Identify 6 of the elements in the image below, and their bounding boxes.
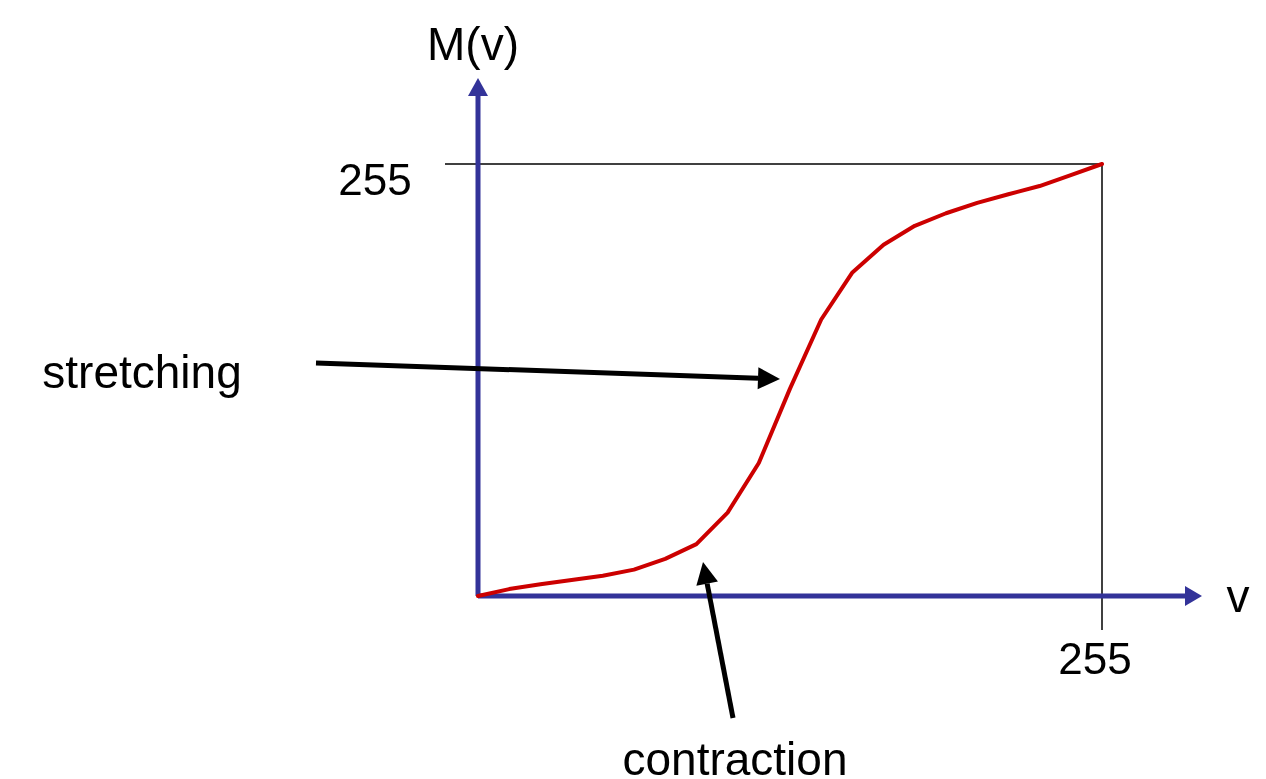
y-axis-title: M(v) bbox=[427, 18, 519, 70]
text: 255 bbox=[1058, 634, 1132, 683]
text: contraction bbox=[622, 733, 848, 779]
x-axis-title: v bbox=[1226, 570, 1250, 622]
text: stretching bbox=[42, 346, 242, 398]
text: 255 bbox=[338, 155, 412, 204]
